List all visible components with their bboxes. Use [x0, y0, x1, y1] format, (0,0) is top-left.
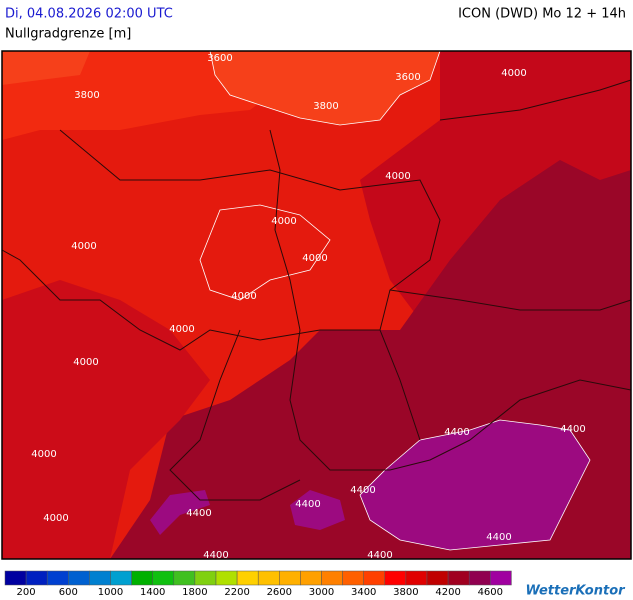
- contour-label: 4000: [231, 291, 256, 302]
- isoline: [209, 50, 441, 126]
- brand: WetterKontor: [525, 584, 626, 599]
- contour-label: 4400: [486, 532, 511, 543]
- datetime: Di, 04.08.2026 02:00 UTC: [5, 7, 173, 22]
- contour-label: 4400: [186, 508, 211, 519]
- contour-label: 4000: [31, 449, 56, 460]
- isoline: [359, 419, 591, 551]
- legend-swatch: [89, 570, 111, 586]
- legend-label: 1000: [98, 587, 123, 598]
- legend-swatch: [68, 570, 90, 586]
- contour-label: 4000: [385, 171, 410, 182]
- contour-label: 4000: [302, 253, 327, 264]
- legend-swatch: [342, 570, 364, 586]
- legend-swatch: [426, 570, 449, 586]
- contour-label: 4000: [501, 68, 526, 79]
- legend-swatch: [131, 570, 153, 586]
- legend-swatch: [468, 570, 491, 586]
- region-3600-west: [2, 51, 90, 85]
- contour-label: 4000: [71, 241, 96, 252]
- legend-swatch: [236, 570, 259, 586]
- legend-label: 1800: [182, 587, 207, 598]
- legend-label: 2200: [224, 587, 249, 598]
- legend-swatch: [46, 570, 69, 586]
- legend-swatch: [405, 570, 428, 586]
- contour-label: 4400: [350, 485, 375, 496]
- isoline: [199, 204, 331, 301]
- country-border: [379, 79, 632, 441]
- contour-label: 4400: [203, 550, 228, 561]
- legend-swatch: [152, 570, 175, 586]
- region-3600: [210, 51, 440, 125]
- legend-label: 2600: [267, 587, 292, 598]
- legend-swatch: [363, 570, 386, 586]
- legend-swatch: [300, 570, 322, 586]
- contour-label: 4000: [73, 357, 98, 368]
- contour-label: 4400: [367, 550, 392, 561]
- legend-swatch: [257, 570, 280, 586]
- contour-label: 4000: [169, 324, 194, 335]
- contour-label: 4400: [444, 427, 469, 438]
- map-frame: [1, 50, 632, 560]
- legend-label: 4600: [478, 587, 503, 598]
- contour-label: 3800: [74, 90, 99, 101]
- legend-label: 1400: [140, 587, 165, 598]
- model-run: ICON (DWD) Mo 12 + 14h: [458, 7, 626, 22]
- legend-label: 3400: [351, 587, 376, 598]
- contour-label: 3600: [207, 53, 232, 64]
- legend-swatch: [194, 570, 217, 586]
- country-border: [169, 129, 471, 501]
- legend-label: 4200: [435, 587, 460, 598]
- legend: 200 600 1000 1400 1800 2200 2600 3000 3400 3800 42…: [4, 570, 512, 598]
- contour-labels: 3600 3600 3800 3800 4000 4000 4000 4000 4000 4000…: [31, 53, 585, 561]
- legend-swatch: [384, 570, 407, 586]
- legend-label: 3800: [393, 587, 418, 598]
- contour-label: 3600: [395, 72, 420, 83]
- legend-label: 600: [59, 587, 78, 598]
- legend-swatch: [25, 570, 48, 586]
- contour-label: 4000: [43, 513, 68, 524]
- legend-swatch: [279, 570, 301, 586]
- legend-swatch: [215, 570, 238, 586]
- contour-label: 3800: [313, 101, 338, 112]
- region-4600: [360, 420, 590, 550]
- map-title: Nullgradgrenze [m]: [5, 27, 131, 42]
- legend-swatch: [490, 570, 512, 586]
- map: 3600 3600 3800 3800 4000 4000 4000 4000 4000 4000…: [1, 50, 632, 561]
- legend-swatch: [447, 570, 470, 586]
- contour-label: 4400: [560, 424, 585, 435]
- region-4600-alps: [290, 490, 345, 530]
- legend-label: 200: [17, 587, 36, 598]
- legend-swatch: [110, 570, 132, 586]
- region-4600-pyrenees: [150, 490, 210, 535]
- legend-swatch: [173, 570, 196, 586]
- legend-label: 3000: [309, 587, 334, 598]
- region-4200-west: [2, 280, 210, 559]
- contour-label: 4000: [271, 216, 296, 227]
- legend-swatch: [321, 570, 343, 586]
- legend-swatch: [4, 570, 27, 586]
- contour-label: 4400: [295, 499, 320, 510]
